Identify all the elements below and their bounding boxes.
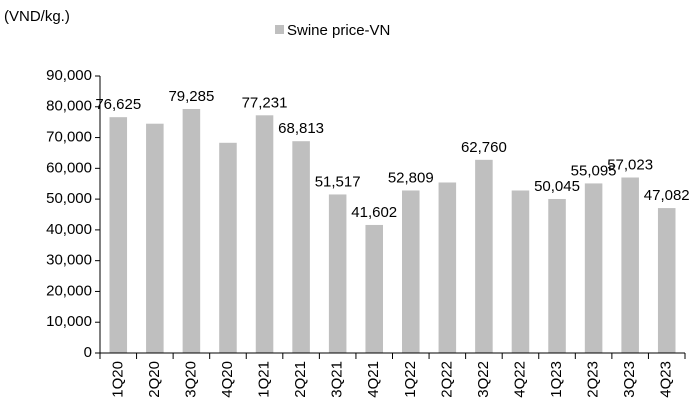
y-tick-label: 10,000: [46, 313, 92, 330]
bar: [621, 177, 639, 353]
value-label: 77,231: [242, 94, 288, 111]
bar: [365, 224, 383, 353]
value-label: 55,095: [571, 162, 617, 179]
bar: [182, 108, 201, 353]
bar: [475, 159, 493, 353]
x-tick-label: 1Q23: [548, 361, 565, 398]
y-tick-label: 60,000: [46, 159, 92, 176]
bar: [328, 194, 347, 353]
bar: [146, 123, 164, 353]
x-tick-label: 4Q22: [511, 361, 528, 398]
bar: [657, 208, 676, 353]
y-tick-label: 40,000: [46, 221, 92, 238]
bar: [219, 142, 237, 353]
y-tick-label: 80,000: [46, 98, 92, 115]
y-tick-label: 30,000: [46, 252, 92, 269]
value-label: 68,813: [278, 120, 324, 137]
y-axis-label: (VND/kg.): [4, 8, 70, 25]
value-label: 76,625: [95, 96, 141, 113]
y-tick-label: 70,000: [46, 129, 92, 146]
bar: [402, 190, 420, 353]
y-tick-label: 50,000: [46, 190, 92, 207]
value-label: 57,023: [607, 156, 653, 173]
x-tick-label: 4Q20: [219, 361, 236, 398]
x-tick-label: 1Q22: [402, 361, 419, 398]
x-tick-label: 2Q20: [146, 361, 163, 398]
y-tick-label: 20,000: [46, 282, 92, 299]
x-tick-label: 2Q21: [292, 361, 309, 398]
bar: [109, 117, 128, 353]
x-tick-label: 1Q20: [109, 361, 126, 398]
x-tick-label: 4Q21: [365, 361, 382, 398]
x-tick-label: 2Q22: [438, 361, 455, 398]
x-tick-label: 3Q23: [621, 361, 638, 398]
bar: [292, 141, 310, 353]
value-label: 50,045: [534, 178, 580, 195]
x-tick-label: 1Q21: [256, 361, 273, 398]
x-tick-label: 3Q21: [329, 361, 346, 398]
bar: [438, 182, 457, 353]
value-label: 47,082: [644, 187, 689, 204]
bar: [584, 183, 603, 353]
value-label: 62,760: [461, 139, 507, 156]
legend-swatch: [275, 25, 284, 34]
bar: [511, 190, 530, 353]
y-tick-label: 90,000: [46, 67, 92, 84]
value-label: 52,809: [388, 169, 434, 186]
x-tick-label: 4Q23: [658, 361, 675, 398]
value-label: 79,285: [168, 88, 214, 105]
y-tick-label: 0: [84, 344, 92, 361]
bar: [548, 198, 566, 353]
x-tick-label: 2Q23: [585, 361, 602, 398]
x-tick-label: 3Q20: [182, 361, 199, 398]
x-tick-label: 3Q22: [475, 361, 492, 398]
legend-label: Swine price-VN: [287, 22, 390, 39]
value-label: 51,517: [315, 173, 361, 190]
value-label: 41,602: [351, 204, 397, 221]
bar: [255, 115, 274, 354]
